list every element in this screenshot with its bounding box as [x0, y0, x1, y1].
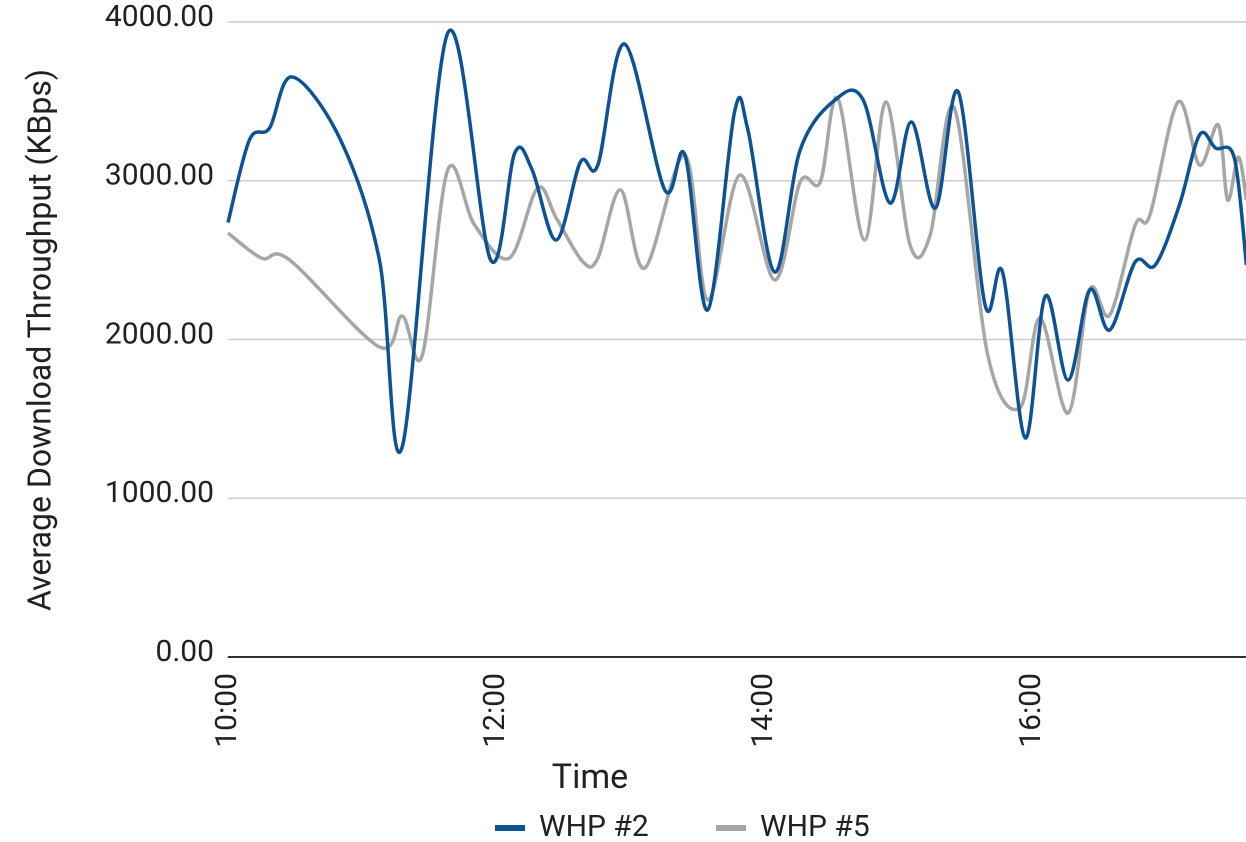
x-tick-label: 14:00 [745, 673, 780, 748]
legend-swatch [716, 825, 746, 831]
y-tick-label: 1000.00 [105, 475, 214, 510]
legend-label: WHP #2 [539, 809, 649, 842]
series-line [226, 28, 1246, 454]
y-tick-label: 0.00 [156, 634, 215, 669]
y-tick-label: 3000.00 [105, 158, 214, 193]
x-tick-label: 12:00 [477, 673, 512, 748]
y-tick-label: 4000.00 [105, 0, 214, 34]
x-axis-title: Time [552, 757, 628, 797]
x-tick-label: 10:00 [209, 673, 244, 748]
legend-label: WHP #5 [760, 809, 870, 842]
series-line [226, 95, 1246, 415]
legend-swatch [495, 825, 525, 831]
y-axis-title: Average Download Throughput (KBps) [20, 69, 58, 611]
y-tick-label: 2000.00 [105, 316, 214, 351]
x-tick-label: 16:00 [1013, 673, 1048, 748]
